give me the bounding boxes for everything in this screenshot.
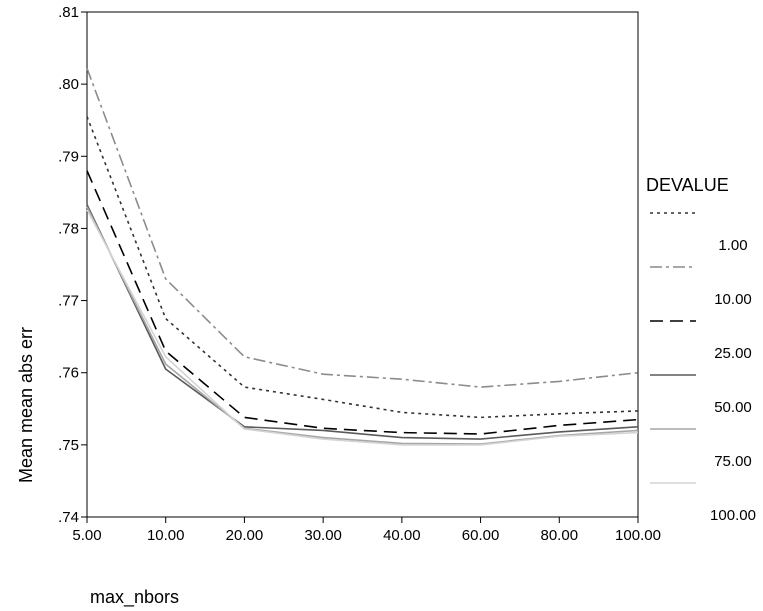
legend-label: 1.00 [718,237,747,254]
y-tick-label: .74 [58,509,79,526]
x-tick-label: 30.00 [304,527,342,544]
series-line-50-00 [86,204,639,440]
y-axis: .74 .75 .76 .77 .78 .79 .80 .81 [58,4,87,526]
legend-label: 10.00 [714,291,752,308]
series-line-75-00 [86,206,639,445]
x-tick-label: 80.00 [541,527,579,544]
legend: 1.00 10.00 25.00 50.00 75.00 100.00 [650,212,756,524]
legend-title: DEVALUE [646,175,729,195]
legend-label: 25.00 [714,345,752,362]
x-tick-label: 100.00 [615,527,661,544]
series-line-1-00 [86,116,639,419]
y-tick-label: .75 [58,437,79,454]
y-tick-label: .76 [58,365,79,382]
y-tick-label: .78 [58,220,79,237]
y-tick-label: .77 [58,293,79,310]
y-tick-label: .81 [58,4,79,21]
legend-label: 75.00 [714,453,752,470]
y-tick-label: .80 [58,76,79,93]
series-line-100-00 [86,209,639,446]
x-tick-label: 40.00 [383,527,421,544]
x-axis: 5.00 10.00 20.00 30.00 40.00 60.00 80.00 100.00 [72,517,661,544]
x-tick-label: 20.00 [226,527,264,544]
plot-frame [86,11,639,518]
series-layer [86,68,639,446]
y-axis-title: Mean mean abs err [16,327,36,483]
y-tick-label: .79 [58,148,79,165]
x-tick-label: 10.00 [147,527,185,544]
series-line-10-00 [86,68,639,388]
series-line-25-00 [86,170,639,435]
legend-label: 100.00 [710,507,756,524]
legend-label: 50.00 [714,399,752,416]
x-axis-title: max_nbors [90,587,179,608]
x-tick-label: 5.00 [72,527,101,544]
x-tick-label: 60.00 [462,527,500,544]
